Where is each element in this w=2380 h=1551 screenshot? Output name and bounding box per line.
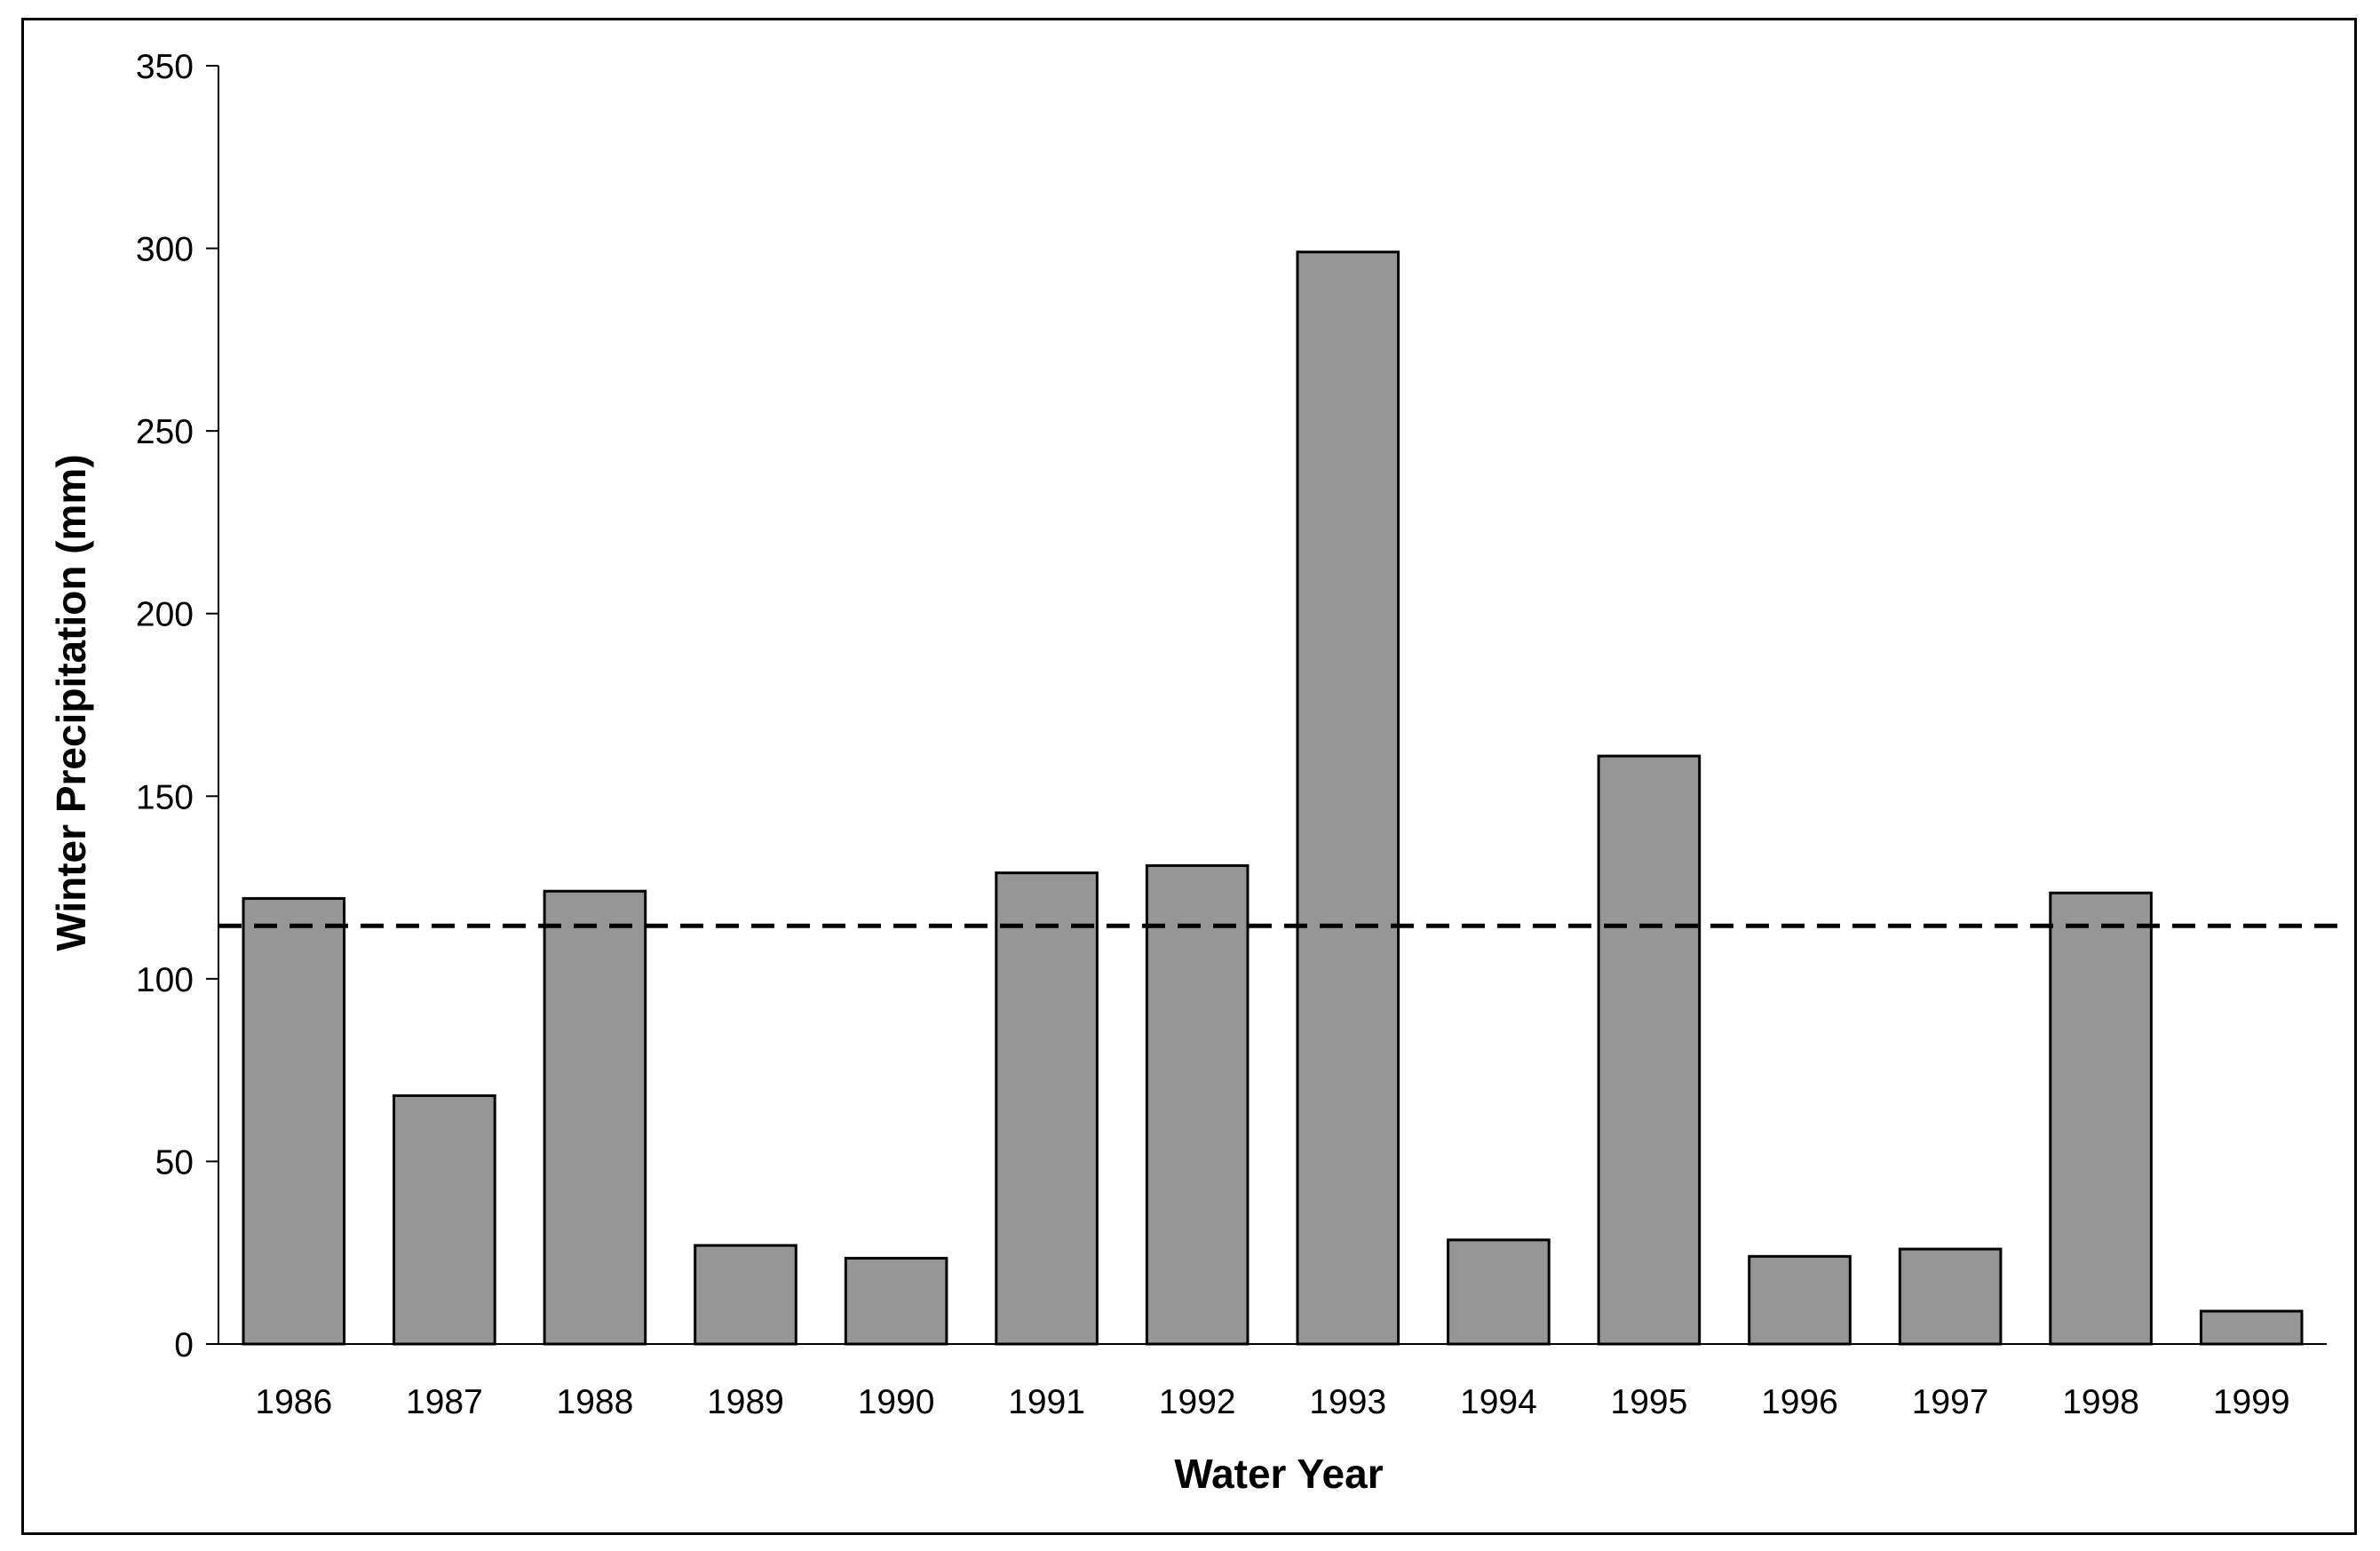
y-tick-label-200: 200 [136,596,194,634]
bar-1994 [1447,1238,1551,1346]
bar-1991 [995,871,1099,1346]
bar-1986 [242,896,346,1346]
y-axis-title: Winter Precipitation (mm) [48,454,94,950]
x-tick-label-1988: 1988 [557,1383,634,1421]
x-tick-label-1994: 1994 [1460,1383,1537,1421]
bar-1999 [2199,1309,2304,1346]
bar-1998 [2049,891,2153,1346]
bar-1995 [1597,754,1702,1346]
y-tick-label-300: 300 [136,231,194,269]
bar-1987 [393,1094,496,1346]
bar-1988 [543,889,647,1346]
y-tick-label-250: 250 [136,413,194,451]
y-tick-label-50: 50 [155,1143,194,1181]
x-tick-label-1999: 1999 [2213,1383,2290,1421]
x-tick-label-1990: 1990 [858,1383,935,1421]
x-axis-title: Water Year [1174,1451,1383,1497]
axes-layer [206,65,2327,1345]
x-tick-label-1995: 1995 [1611,1383,1688,1421]
x-tick-label-1993: 1993 [1309,1383,1386,1421]
bar-1996 [1748,1254,1852,1346]
labels-layer: 0 50 100 150 200 250 300 350 1986 1987 1988 1989 199… [136,48,2290,1421]
x-tick-label-1997: 1997 [1912,1383,1989,1421]
y-tick-label-150: 150 [136,778,194,816]
x-tick-label-1986: 1986 [255,1383,332,1421]
x-tick-label-1998: 1998 [2062,1383,2139,1421]
x-tick-label-1991: 1991 [1008,1383,1085,1421]
y-tick-label-100: 100 [136,961,194,999]
y-tick-label-0: 0 [174,1326,194,1364]
x-tick-label-1992: 1992 [1159,1383,1236,1421]
x-tick-label-1987: 1987 [406,1383,483,1421]
y-tick-label-350: 350 [136,48,194,86]
x-tick-label-1989: 1989 [707,1383,784,1421]
bar-1997 [1898,1247,2003,1346]
x-tick-label-1996: 1996 [1761,1383,1838,1421]
bars-layer [242,251,2304,1346]
bar-1993 [1296,251,1400,1346]
bar-1992 [1145,863,1250,1346]
bar-1990 [844,1256,948,1346]
bar-1989 [694,1244,797,1346]
